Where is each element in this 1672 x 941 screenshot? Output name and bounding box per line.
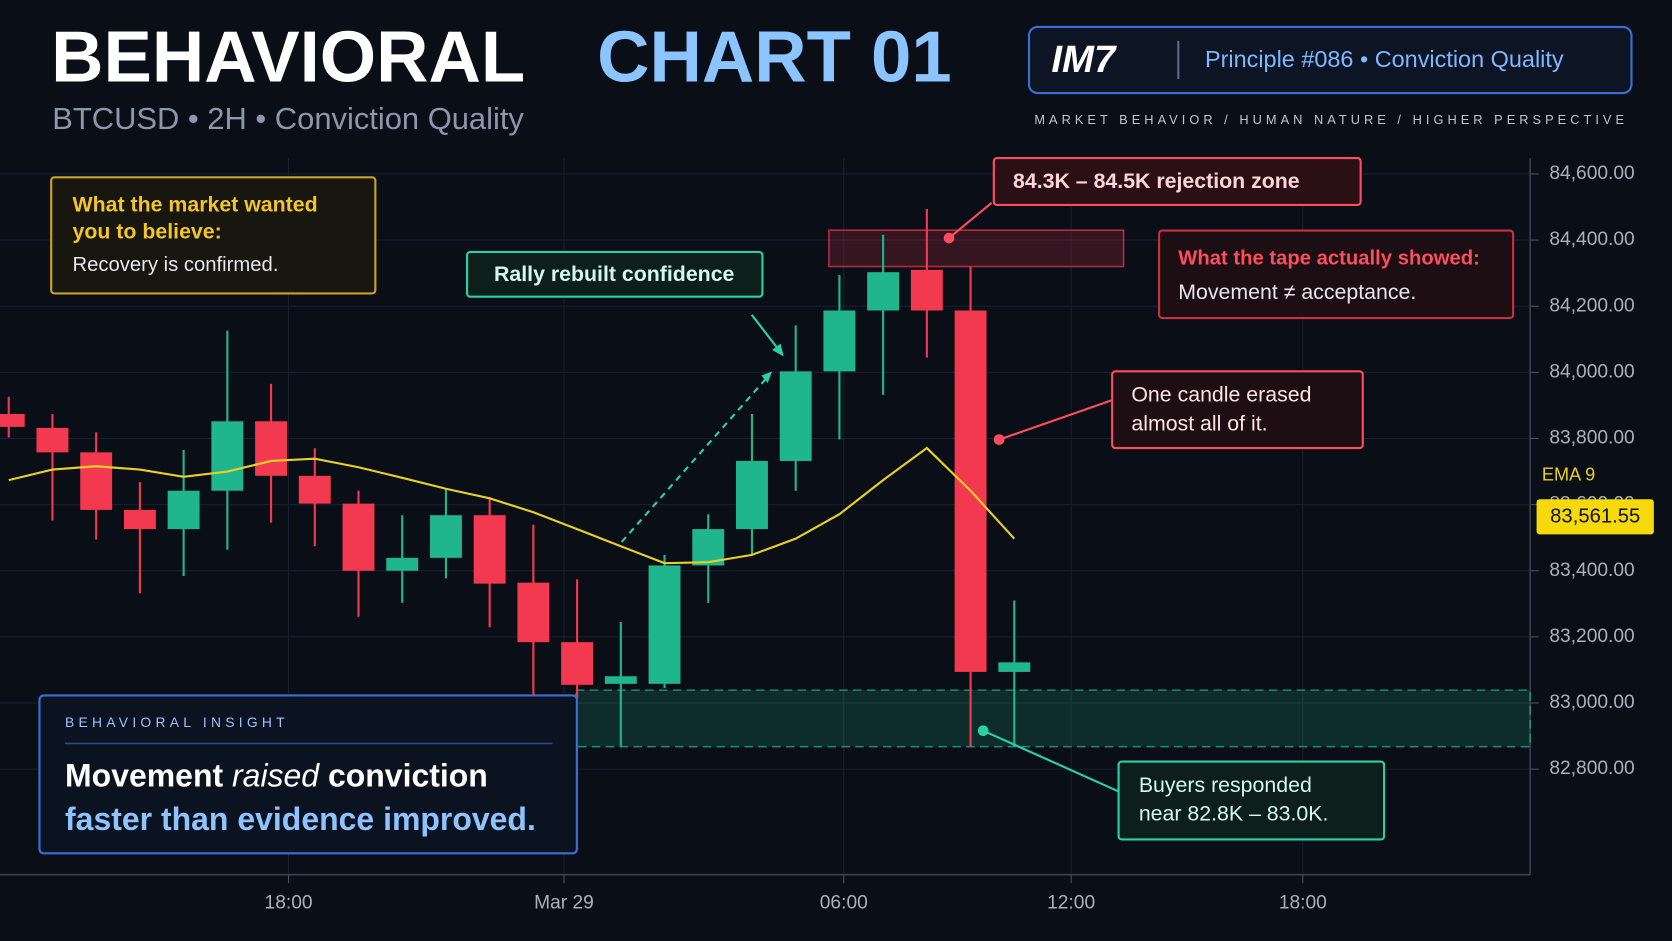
x-tick-label: 18:00 bbox=[1279, 892, 1327, 913]
candle-body bbox=[604, 676, 637, 684]
candle-body bbox=[910, 269, 943, 311]
zone bbox=[574, 689, 1531, 748]
price-tag bbox=[1536, 499, 1654, 535]
wanted-title: What the market wanted bbox=[73, 193, 318, 217]
candle-body bbox=[473, 515, 506, 584]
zone bbox=[828, 229, 1125, 268]
text: conviction bbox=[319, 758, 488, 794]
candle-body bbox=[211, 421, 244, 491]
text: raised bbox=[232, 758, 320, 794]
candle-body bbox=[255, 421, 288, 476]
candle-body bbox=[736, 460, 768, 530]
tape-body: Movement ≠ acceptance. bbox=[1178, 280, 1416, 304]
candle-body bbox=[561, 642, 594, 685]
insight-line: faster than evidence improved. bbox=[65, 801, 536, 837]
dot bbox=[977, 725, 989, 737]
badge bbox=[1027, 25, 1633, 95]
candle-body bbox=[867, 272, 900, 311]
candle-body bbox=[998, 662, 1031, 672]
y-tick-label: 84,400.00 bbox=[1549, 229, 1634, 250]
y-tick-label: 82,800.00 bbox=[1549, 758, 1634, 779]
ema-line bbox=[8, 446, 1016, 565]
x-tick-label: 18:00 bbox=[265, 892, 313, 913]
tape-title: What the tape actually showed: bbox=[1178, 248, 1480, 270]
y-tick-label: 83,000.00 bbox=[1549, 692, 1634, 713]
y-tick-label: 83,800.00 bbox=[1549, 428, 1634, 449]
wanted-title: you to believe: bbox=[73, 219, 222, 243]
insight-line: Movement raised conviction bbox=[65, 758, 488, 794]
candle-body bbox=[123, 509, 156, 530]
candle-body bbox=[36, 427, 69, 453]
x-tick-label: 12:00 bbox=[1047, 892, 1095, 913]
price-tag-label: 83,561.55 bbox=[1550, 506, 1640, 528]
candle-body bbox=[0, 414, 25, 427]
candle-body bbox=[386, 557, 419, 571]
logo: IM7 bbox=[1051, 38, 1117, 81]
arrow-head bbox=[761, 371, 773, 384]
principle: Principle #086 • Conviction Quality bbox=[1205, 46, 1564, 72]
wanted-body: Recovery is confirmed. bbox=[73, 254, 279, 276]
text: Movement bbox=[65, 758, 232, 794]
connector bbox=[982, 729, 1120, 793]
tape-box bbox=[1158, 229, 1515, 320]
erased-label: almost all of it. bbox=[1131, 411, 1267, 435]
arrow-head bbox=[772, 343, 784, 357]
subtitle: BTCUSD • 2H • Conviction Quality bbox=[52, 101, 524, 136]
erased-box bbox=[1111, 370, 1364, 450]
candle-body bbox=[167, 490, 200, 530]
arrow bbox=[620, 375, 769, 543]
rejection-label: 84.3K – 84.5K rejection zone bbox=[1013, 169, 1300, 193]
x-tick-label: Mar 29 bbox=[534, 892, 594, 913]
candle-body bbox=[298, 475, 331, 504]
y-tick-label: 84,000.00 bbox=[1549, 361, 1634, 382]
dot bbox=[943, 232, 955, 244]
arrow bbox=[750, 314, 782, 353]
candle-body bbox=[429, 515, 462, 558]
overlay: BEHAVIORAL CHART 01 BTCUSD • 2H • Convic… bbox=[38, 16, 1633, 855]
connector bbox=[998, 399, 1113, 441]
insight-box bbox=[38, 694, 578, 855]
rally-label: Rally rebuilt confidence bbox=[494, 262, 735, 286]
ema-label: EMA 9 bbox=[1542, 465, 1595, 485]
y-tick-label: 83,200.00 bbox=[1549, 626, 1634, 647]
rally-box bbox=[465, 250, 764, 298]
candle-body bbox=[779, 371, 812, 461]
y-tick-label: 84,200.00 bbox=[1549, 295, 1634, 316]
connector bbox=[948, 202, 993, 239]
insight-kicker: BEHAVIORAL INSIGHT bbox=[65, 714, 289, 730]
candle-body bbox=[648, 565, 681, 684]
buyers-label: Buyers responded bbox=[1139, 773, 1312, 797]
wanted-box bbox=[50, 176, 377, 295]
dot bbox=[993, 434, 1005, 445]
y-tick-label: 84,600.00 bbox=[1549, 163, 1634, 184]
rejection-box bbox=[992, 156, 1362, 207]
x-tick-label: 06:00 bbox=[820, 892, 868, 913]
candle-body bbox=[80, 452, 113, 510]
candle-body bbox=[517, 582, 550, 643]
candle-body bbox=[342, 503, 375, 571]
buyers-label: near 82.8K – 83.0K. bbox=[1139, 802, 1329, 826]
tagline: MARKET BEHAVIOR / HUMAN NATURE / HIGHER … bbox=[1034, 112, 1627, 127]
y-tick-label: 83,400.00 bbox=[1549, 560, 1634, 581]
candle-body bbox=[823, 310, 856, 372]
title-accent: CHART 01 bbox=[597, 16, 952, 97]
erased-label: One candle erased bbox=[1131, 382, 1311, 406]
buyers-box bbox=[1117, 760, 1386, 841]
title: BEHAVIORAL bbox=[51, 16, 525, 97]
